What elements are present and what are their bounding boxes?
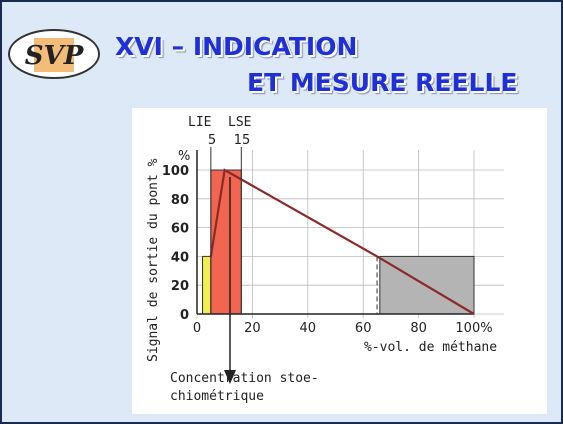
logo-back: [34, 38, 74, 72]
region: [210, 169, 242, 315]
title-line: XVI – INDICATION: [115, 32, 358, 61]
logo-text: SVP: [25, 41, 85, 71]
x-tick-label: 0: [193, 321, 201, 336]
logo: SVP: [8, 29, 100, 79]
x-tick-label: 60: [355, 321, 372, 336]
x-axis-label: %-vol. de méthane: [364, 340, 497, 355]
x-tick-label: 80: [410, 321, 427, 336]
y-tick-label: 20: [171, 279, 189, 294]
annotation: chiométrique: [170, 389, 264, 404]
x-tick-label: 20: [244, 321, 261, 336]
region: [202, 255, 212, 315]
annotation: Concentration stoe-: [170, 371, 319, 386]
y-tick-label: 0: [180, 308, 189, 323]
annotation: 15: [234, 133, 251, 148]
y-axis-label: Signal de sortie du pont %: [146, 158, 161, 362]
x-tick-label: 40: [300, 321, 317, 336]
arrow-head: [224, 370, 236, 384]
chart-bg: [132, 108, 547, 414]
y-tick-label: 80: [171, 193, 189, 208]
y-unit: %: [178, 149, 190, 164]
title-line: ET MESURE REELLE: [247, 68, 518, 97]
y-tick-label: 40: [171, 250, 189, 265]
annotation: LSE: [228, 115, 251, 130]
annotation: 5: [208, 133, 216, 148]
x-tick-label: 100%: [455, 321, 492, 336]
y-tick-label: 60: [171, 222, 189, 237]
line: [209, 168, 475, 315]
y-tick-label: 100: [162, 164, 189, 179]
annotation: LIE: [188, 115, 211, 130]
